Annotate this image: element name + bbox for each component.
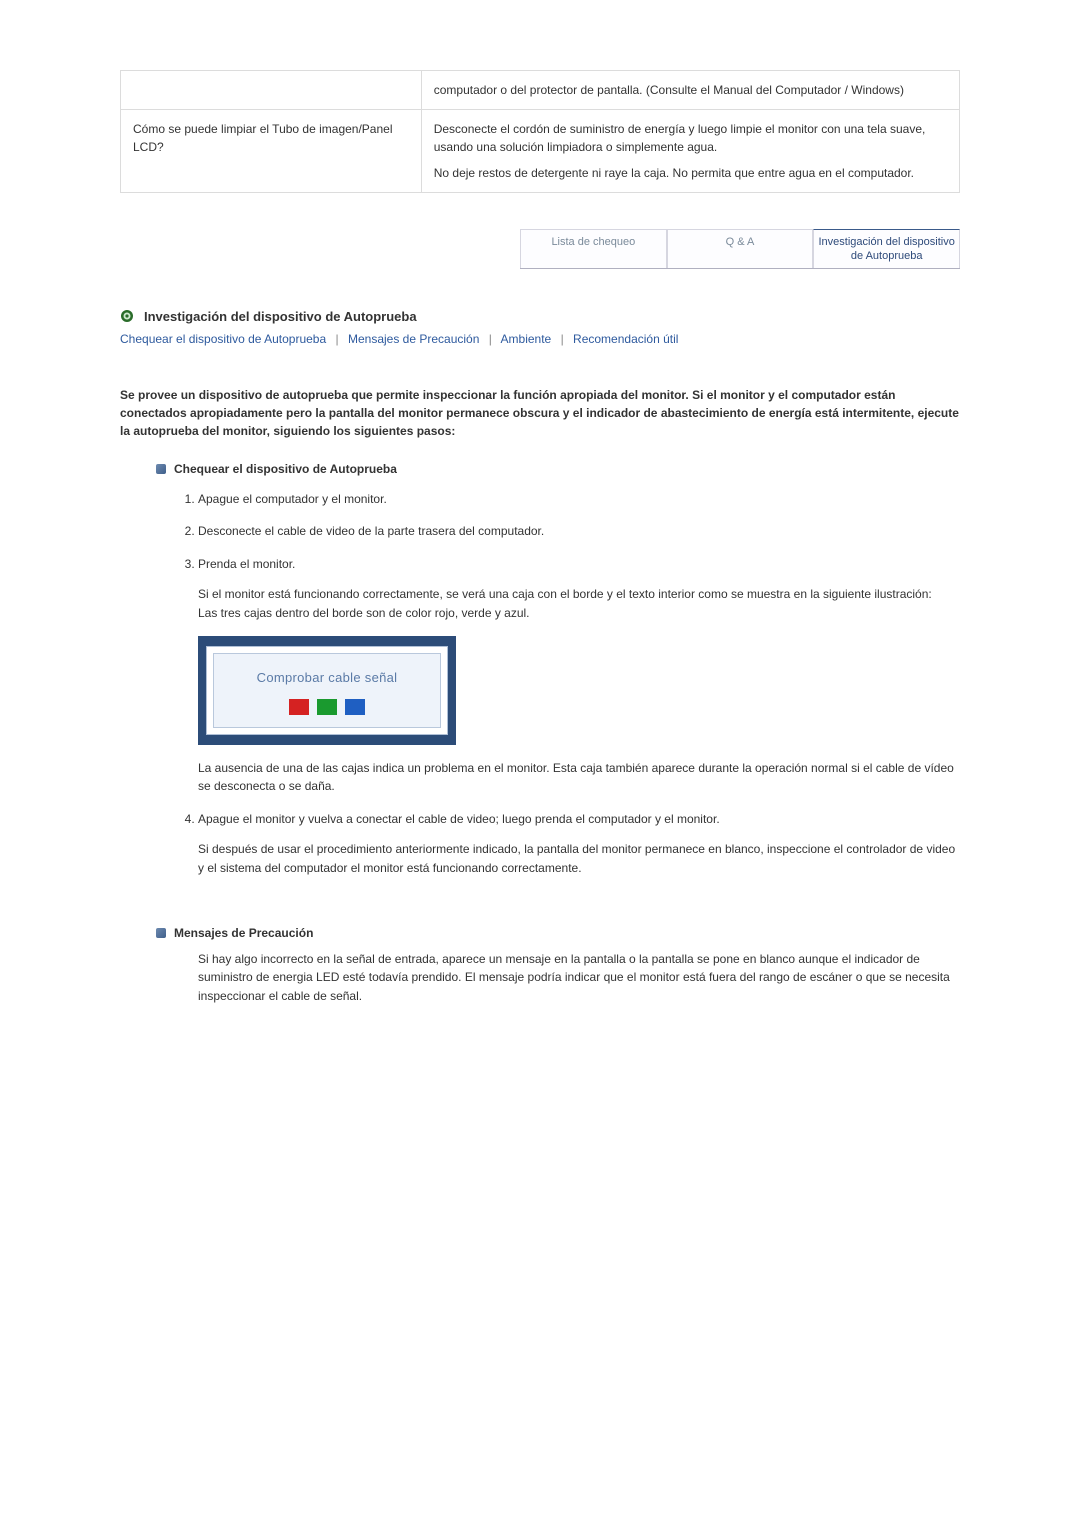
list-item: Desconecte el cable de video de la parte… xyxy=(198,522,960,541)
steps-list: Apague el computador y el monitor. Desco… xyxy=(178,490,960,878)
blue-square-icon xyxy=(345,699,365,715)
faq-answer-cell: computador o del protector de pantalla. … xyxy=(421,71,959,110)
step-detail: La ausencia de una de las cajas indica u… xyxy=(198,759,960,796)
link-separator: | xyxy=(555,332,570,346)
cable-check-figure: Comprobar cable señal xyxy=(198,636,456,744)
red-square-icon xyxy=(289,699,309,715)
link-useful-recommendation[interactable]: Recomendación útil xyxy=(573,332,678,346)
step-text: Desconecte el cable de video de la parte… xyxy=(198,524,544,538)
section-bullet-icon xyxy=(120,309,134,323)
list-item: Apague el monitor y vuelva a conectar el… xyxy=(198,810,960,878)
table-row: computador o del protector de pantalla. … xyxy=(121,71,960,110)
link-precaution-messages[interactable]: Mensajes de Precaución xyxy=(348,332,479,346)
subsection-title: Chequear el dispositivo de Autoprueba xyxy=(174,462,397,476)
link-check-device[interactable]: Chequear el dispositivo de Autoprueba xyxy=(120,332,326,346)
subsection-header: Chequear el dispositivo de Autoprueba xyxy=(156,462,960,476)
table-row: Cómo se puede limpiar el Tubo de imagen/… xyxy=(121,110,960,193)
subsection-header: Mensajes de Precaución xyxy=(156,926,960,940)
list-item: Apague el computador y el monitor. xyxy=(198,490,960,509)
tab-bar: Lista de chequeo Q & A Investigación del… xyxy=(520,229,960,269)
step-text: Apague el computador y el monitor. xyxy=(198,492,387,506)
faq-table: computador o del protector de pantalla. … xyxy=(120,70,960,193)
square-bullet-icon xyxy=(156,464,166,474)
step-text: Prenda el monitor. xyxy=(198,557,295,571)
faq-answer-text: No deje restos de detergente ni raye la … xyxy=(434,164,947,182)
step-detail: Las tres cajas dentro del borde son de c… xyxy=(198,604,960,623)
faq-question-cell xyxy=(121,71,422,110)
tab-qa[interactable]: Q & A xyxy=(667,229,814,268)
link-environment[interactable]: Ambiente xyxy=(501,332,552,346)
faq-answer-cell: Desconecte el cordón de suministro de en… xyxy=(421,110,959,193)
tab-checklist[interactable]: Lista de chequeo xyxy=(520,229,667,268)
tab-bar-container: Lista de chequeo Q & A Investigación del… xyxy=(120,229,960,269)
section-header: Investigación del dispositivo de Autopru… xyxy=(120,309,960,324)
faq-question-cell: Cómo se puede limpiar el Tubo de imagen/… xyxy=(121,110,422,193)
document-page: computador o del protector de pantalla. … xyxy=(30,0,1050,1065)
square-bullet-icon xyxy=(156,928,166,938)
faq-answer-text: computador o del protector de pantalla. … xyxy=(434,81,947,99)
cable-check-label: Comprobar cable señal xyxy=(220,668,434,688)
precaution-paragraph: Si hay algo incorrecto en la señal de en… xyxy=(198,950,960,1006)
cable-figure-inner: Comprobar cable señal xyxy=(213,653,441,727)
anchor-links: Chequear el dispositivo de Autoprueba | … xyxy=(120,332,960,346)
faq-answer-text: Desconecte el cordón de suministro de en… xyxy=(434,120,947,156)
section-title: Investigación del dispositivo de Autopru… xyxy=(144,309,417,324)
step-detail: Si el monitor está funcionando correctam… xyxy=(198,585,960,604)
green-square-icon xyxy=(317,699,337,715)
intro-paragraph: Se provee un dispositivo de autoprueba q… xyxy=(120,386,960,440)
step-text: Apague el monitor y vuelva a conectar el… xyxy=(198,812,720,826)
subsection-title: Mensajes de Precaución xyxy=(174,926,313,940)
list-item: Prenda el monitor. Si el monitor está fu… xyxy=(198,555,960,796)
cable-figure-frame: Comprobar cable señal xyxy=(206,646,448,734)
rgb-squares xyxy=(220,699,434,715)
step-detail: Si después de usar el procedimiento ante… xyxy=(198,840,960,877)
link-separator: | xyxy=(330,332,345,346)
link-separator: | xyxy=(483,332,498,346)
tab-self-test[interactable]: Investigación del dispositivo de Autopru… xyxy=(813,229,960,268)
